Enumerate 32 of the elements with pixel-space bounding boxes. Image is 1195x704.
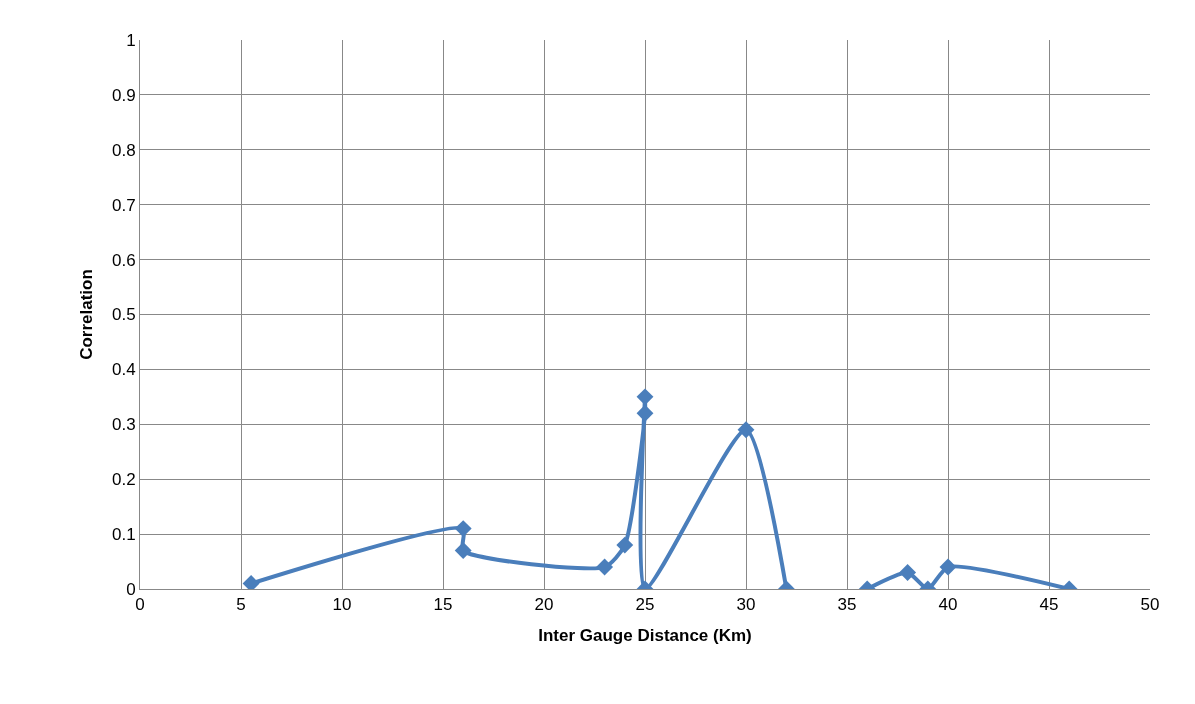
y-tick-label: 0.5 bbox=[111, 305, 136, 325]
x-axis-title: Inter Gauge Distance (Km) bbox=[538, 625, 752, 645]
x-tick-label: 25 bbox=[635, 595, 655, 615]
x-tick-label: 30 bbox=[736, 595, 756, 615]
point bbox=[596, 558, 614, 576]
point bbox=[242, 575, 260, 589]
y-tick-label: 0.2 bbox=[111, 470, 136, 490]
point bbox=[737, 421, 755, 439]
point bbox=[616, 536, 634, 554]
y-tick-label: 0.6 bbox=[111, 250, 136, 270]
y-tick-label: 0.7 bbox=[111, 195, 136, 215]
x-tick-label: 40 bbox=[938, 595, 958, 615]
point bbox=[899, 564, 917, 581]
x-tick-label: 15 bbox=[433, 595, 453, 615]
x-tick-label: 50 bbox=[1140, 595, 1160, 615]
x-tick-label: 5 bbox=[236, 595, 246, 615]
x-tick-label: 45 bbox=[1039, 595, 1059, 615]
point bbox=[939, 558, 957, 576]
y-tick-label: 0.8 bbox=[111, 140, 136, 160]
y-tick-label: 0.9 bbox=[111, 85, 136, 105]
x-tick-label: 20 bbox=[534, 595, 554, 615]
y-tick-label: 0.4 bbox=[111, 360, 136, 380]
x-tick-label: 10 bbox=[332, 595, 352, 615]
y-axis-title: Correlation bbox=[76, 269, 96, 360]
point bbox=[454, 520, 472, 538]
y-tick-label: 0.3 bbox=[111, 415, 136, 435]
x-tick-label: 35 bbox=[837, 595, 857, 615]
point bbox=[636, 388, 654, 406]
y-tick-label: 1 bbox=[126, 30, 136, 50]
point bbox=[454, 542, 472, 560]
y-tick-label: 0 bbox=[126, 579, 136, 599]
y-tick-label: 0.1 bbox=[111, 525, 136, 545]
